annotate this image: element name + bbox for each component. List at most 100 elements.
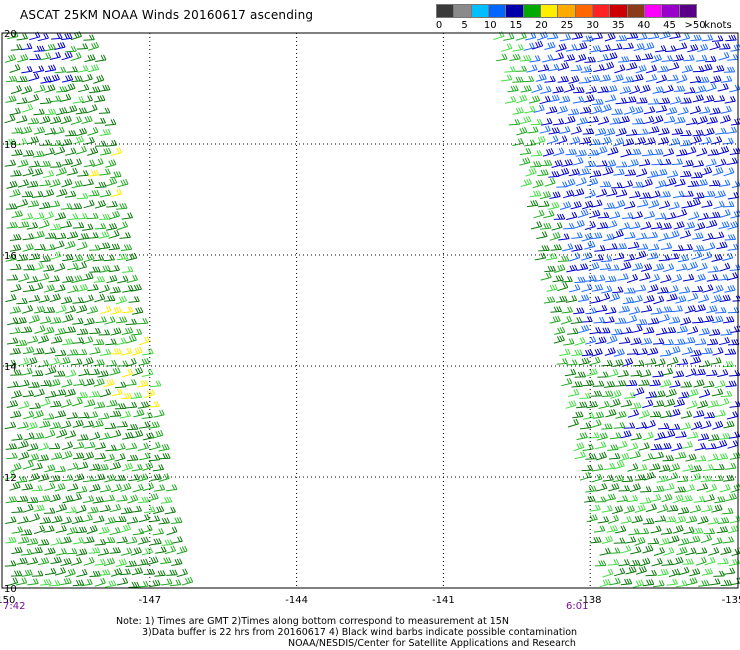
wind-barb: [680, 97, 692, 104]
wind-barb: [664, 516, 677, 523]
wind-barb: [589, 295, 601, 304]
wind-barb: [92, 496, 104, 504]
wind-barb: [39, 201, 51, 210]
wind-barb: [708, 433, 720, 441]
wind-barb: [709, 578, 721, 586]
wind-barb: [675, 295, 687, 304]
wind-barb: [525, 32, 537, 41]
wind-barb: [87, 146, 99, 156]
wind-barb: [50, 556, 62, 565]
wind-barb: [664, 429, 676, 439]
wind-barb: [49, 493, 61, 503]
wind-barb: [631, 211, 643, 220]
wind-barb: [20, 126, 33, 135]
wind-barb: [552, 52, 564, 61]
wind-barb: [697, 433, 710, 441]
wind-barb: [578, 357, 590, 366]
wind-barb: [647, 538, 660, 545]
wind-barb: [709, 41, 721, 51]
wind-barb: [128, 581, 140, 588]
wind-barb: [32, 190, 44, 198]
wind-barb: [119, 523, 132, 533]
wind-barb: [76, 304, 88, 314]
wind-barb: [164, 506, 176, 515]
wind-barb: [711, 504, 723, 513]
wind-barb: [731, 547, 740, 557]
wind-barb: [684, 87, 696, 94]
wind-barb: [97, 548, 110, 556]
wind-barb: [629, 55, 642, 62]
wind-barb: [11, 546, 23, 555]
wind-barb: [137, 536, 149, 545]
wind-barb: [689, 356, 702, 365]
wind-barb: [104, 474, 116, 483]
wind-barb: [685, 368, 697, 378]
wind-barb: [620, 148, 632, 158]
wind-barb: [578, 324, 590, 334]
wind-barb: [636, 33, 648, 41]
wind-barb: [697, 294, 710, 303]
wind-barb: [696, 147, 708, 157]
wind-barb: [31, 546, 43, 554]
wind-barb: [95, 54, 107, 62]
wind-barb: [703, 380, 715, 388]
wind-barb: [117, 178, 129, 188]
wind-barb: [713, 64, 725, 73]
wind-barb: [581, 464, 594, 472]
wind-barb: [106, 200, 118, 208]
wind-barb: [504, 66, 516, 73]
wind-barb: [650, 54, 662, 63]
wind-barb: [655, 327, 668, 336]
wind-barb: [10, 462, 22, 472]
wind-barb: [548, 170, 560, 178]
wind-barb: [65, 147, 77, 156]
wind-barb: [629, 148, 642, 156]
wind-barb: [82, 336, 94, 345]
wind-barb: [618, 305, 631, 313]
wind-barb: [26, 557, 39, 565]
wind-barb: [598, 400, 610, 409]
wind-barb: [714, 496, 726, 504]
wind-barb: [48, 74, 60, 83]
wind-barb: [584, 56, 596, 63]
wind-barb: [83, 556, 95, 566]
wind-barb: [611, 328, 623, 336]
wind-barb: [647, 98, 660, 105]
wind-barb: [725, 380, 737, 388]
wind-barb: [95, 181, 107, 189]
wind-barb: [176, 568, 188, 578]
wind-barb: [158, 473, 170, 482]
wind-barb: [71, 515, 84, 525]
wind-barb: [153, 484, 166, 492]
wind-barb: [120, 482, 132, 492]
wind-barb: [15, 138, 28, 146]
wind-barb: [613, 252, 625, 261]
wind-barb: [555, 43, 567, 52]
wind-barb: [104, 516, 117, 525]
wind-barb: [686, 515, 698, 524]
wind-barb: [72, 222, 85, 229]
wind-barb: [573, 86, 585, 94]
wind-barb: [83, 378, 95, 387]
wind-barb: [539, 125, 551, 134]
wind-barb: [120, 244, 133, 251]
wind-barb: [680, 129, 692, 137]
wind-barb: [618, 452, 630, 462]
wind-barb: [87, 169, 100, 177]
wind-barb: [17, 421, 29, 429]
wind-barb: [584, 495, 596, 503]
wind-barb: [32, 409, 44, 419]
wind-barb: [38, 294, 50, 303]
right-swath: [493, 30, 740, 588]
wind-barb: [663, 398, 676, 408]
wind-barb: [635, 64, 647, 74]
wind-barb: [639, 272, 651, 281]
wind-barb: [519, 147, 532, 155]
wind-barb: [92, 419, 104, 428]
wind-barb: [111, 388, 123, 397]
wind-barb: [654, 515, 667, 523]
wind-barb: [599, 44, 612, 52]
wind-barb: [590, 536, 602, 544]
wind-barb: [43, 284, 55, 293]
wind-barb: [602, 474, 614, 482]
